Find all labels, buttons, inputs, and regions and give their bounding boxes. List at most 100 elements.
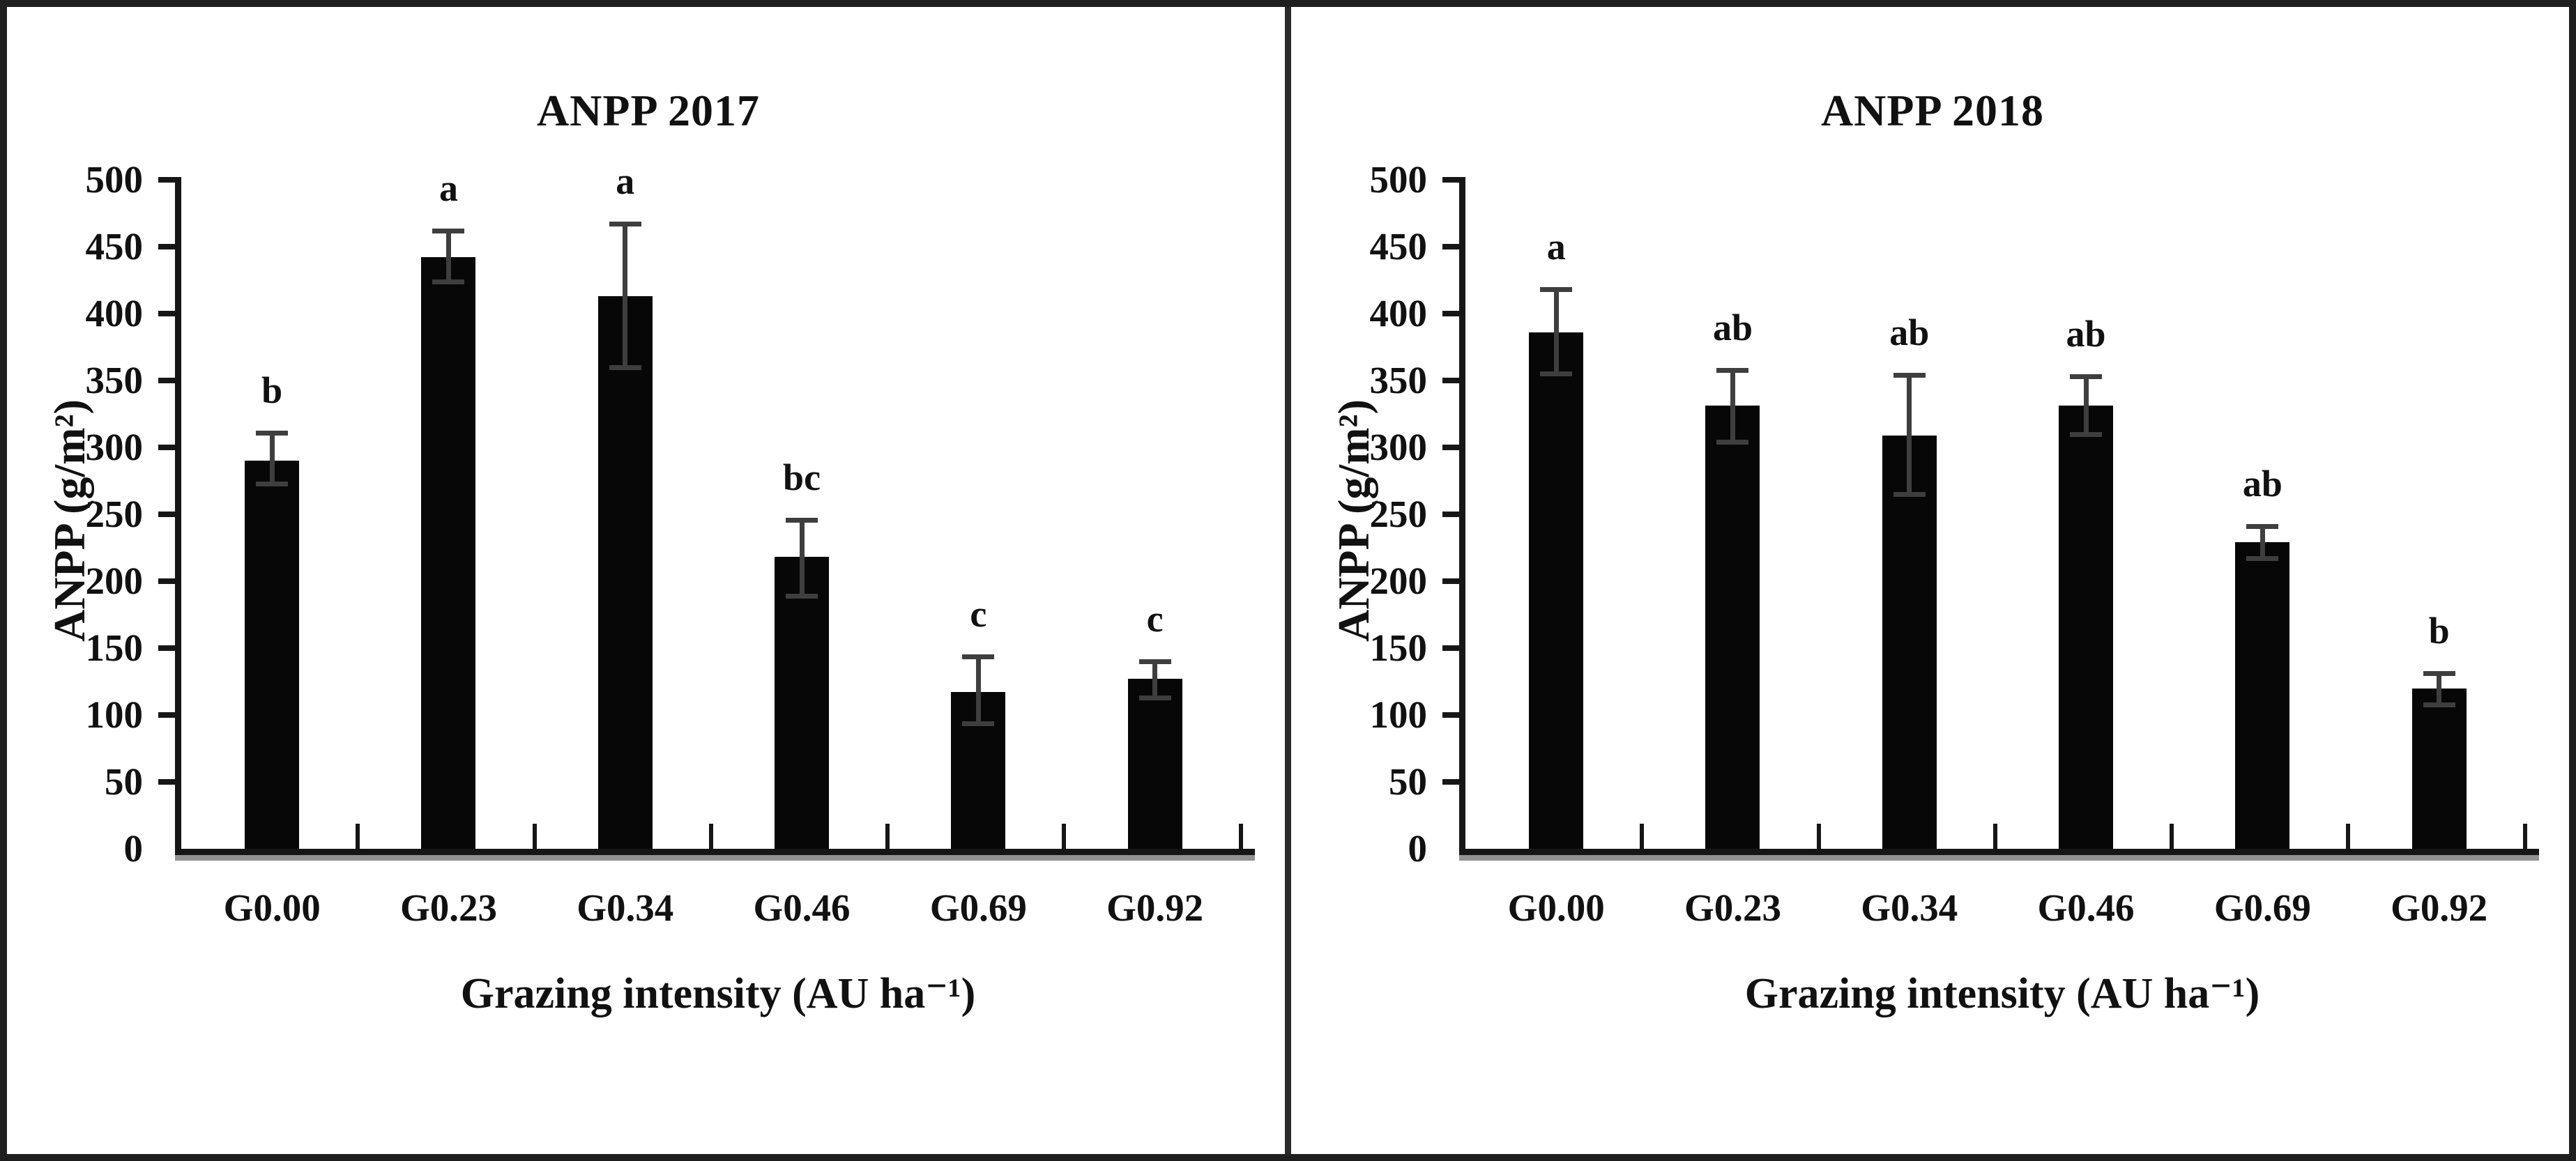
error-bar-cap-top xyxy=(2423,671,2455,677)
bar xyxy=(2411,688,2467,849)
y-tick-label: 400 xyxy=(85,292,144,335)
sig-letter: c xyxy=(1146,598,1164,640)
sig-letter: a xyxy=(616,160,635,203)
sig-letter: ab xyxy=(1712,306,1753,348)
error-bar xyxy=(1907,375,1912,495)
y-tick xyxy=(1442,712,1459,718)
x-tick-label: G0.00 xyxy=(1507,886,1605,929)
x-tick xyxy=(2346,824,2351,849)
y-axis-line xyxy=(175,177,181,855)
error-bar-cap-top xyxy=(1893,373,1926,378)
error-bar-cap-top xyxy=(256,430,289,436)
x-tick xyxy=(1238,824,1243,849)
error-bar-cap-bottom xyxy=(256,481,289,486)
chart-title: ANPP 2018 xyxy=(1820,86,2045,135)
x-tick xyxy=(1816,824,1821,849)
error-bar-cap-top xyxy=(962,654,995,659)
error-bar-cap-bottom xyxy=(1540,371,1573,377)
sig-letter: ab xyxy=(2066,313,2106,355)
error-bar-cap-top xyxy=(786,517,818,523)
x-tick-label: G0.34 xyxy=(1861,886,1958,929)
x-tick xyxy=(1062,824,1067,849)
y-tick-label: 200 xyxy=(1369,560,1428,602)
plot-area xyxy=(181,180,1255,849)
bar xyxy=(2235,542,2290,849)
x-tick xyxy=(708,824,713,849)
x-axis-shadow xyxy=(175,855,1255,861)
x-axis-shadow xyxy=(1459,855,2539,861)
y-tick-label: 450 xyxy=(1369,225,1428,268)
sig-letter: b xyxy=(261,369,283,411)
sig-letter: a xyxy=(439,167,458,209)
y-tick xyxy=(158,712,175,718)
x-tick-label: G0.92 xyxy=(1106,886,1204,929)
y-tick xyxy=(158,578,175,584)
y-tick-label: 50 xyxy=(1389,760,1427,803)
x-tick xyxy=(1992,824,1997,849)
y-tick-label: 500 xyxy=(85,158,144,201)
bar xyxy=(421,257,476,849)
y-axis-line xyxy=(1459,177,1465,855)
y-tick xyxy=(158,244,175,249)
y-tick-label: 50 xyxy=(105,760,143,803)
bar xyxy=(1127,679,1182,849)
x-tick-label: G0.23 xyxy=(1684,886,1781,929)
plot-area xyxy=(1465,180,2539,849)
error-bar-cap-top xyxy=(2070,374,2103,380)
bar xyxy=(597,296,653,849)
error-bar xyxy=(2437,673,2442,705)
y-tick xyxy=(1442,378,1459,383)
error-bar-cap-top xyxy=(609,222,641,227)
y-tick-label: 0 xyxy=(123,827,144,870)
sig-letter: c xyxy=(970,592,987,635)
y-tick xyxy=(1442,445,1459,450)
x-tick xyxy=(356,824,360,849)
x-tick xyxy=(532,824,537,849)
x-tick-label: G0.23 xyxy=(399,886,497,929)
y-tick-label: 300 xyxy=(85,426,144,468)
y-tick-label: 300 xyxy=(1369,426,1428,468)
x-tick-label: G0.34 xyxy=(577,886,674,929)
y-tick xyxy=(158,445,175,450)
error-bar-cap-bottom xyxy=(962,721,995,726)
y-tick xyxy=(1442,311,1459,316)
error-bar-cap-bottom xyxy=(1893,492,1926,498)
error-bar xyxy=(1730,369,1735,443)
error-bar-cap-bottom xyxy=(2246,556,2279,562)
y-tick-label: 150 xyxy=(1369,626,1428,669)
sig-letter: ab xyxy=(2242,463,2282,505)
y-tick-label: 250 xyxy=(1369,493,1428,535)
y-tick-label: 400 xyxy=(1369,292,1428,335)
x-tick-label: G0.00 xyxy=(223,886,321,929)
x-tick xyxy=(1640,824,1645,849)
error-bar xyxy=(975,656,981,723)
y-tick-label: 350 xyxy=(85,359,144,401)
bar xyxy=(1529,332,1584,849)
error-bar-cap-bottom xyxy=(2423,702,2455,707)
error-bar-cap-top xyxy=(1138,659,1171,665)
y-tick xyxy=(158,512,175,517)
bar xyxy=(2059,406,2114,849)
sig-letter: ab xyxy=(1889,312,1930,354)
x-axis-line xyxy=(175,849,1255,855)
y-tick xyxy=(1442,244,1459,249)
y-tick xyxy=(158,311,175,316)
error-bar-cap-bottom xyxy=(1716,440,1749,445)
y-tick xyxy=(1442,645,1459,651)
panel-anpp-2018: ANPP 2018 ANPP (g/m²) Grazing intensity … xyxy=(1291,7,2569,1154)
panel-anpp-2017: ANPP 2017 ANPP (g/m²) Grazing intensity … xyxy=(7,7,1285,1154)
error-bar xyxy=(269,432,275,484)
y-tick xyxy=(158,378,175,383)
y-tick-label: 100 xyxy=(85,693,144,736)
y-tick-label: 350 xyxy=(1369,359,1428,401)
sig-letter: bc xyxy=(783,456,821,498)
y-tick xyxy=(1442,578,1459,584)
y-tick xyxy=(1442,512,1459,517)
error-bar xyxy=(2259,526,2265,559)
bar xyxy=(245,461,300,849)
x-tick-label: G0.69 xyxy=(2213,886,2311,929)
y-tick-label: 150 xyxy=(85,626,144,669)
chart-title: ANPP 2017 xyxy=(536,86,761,135)
bar xyxy=(1882,435,1937,849)
x-tick-label: G0.46 xyxy=(2037,886,2135,929)
